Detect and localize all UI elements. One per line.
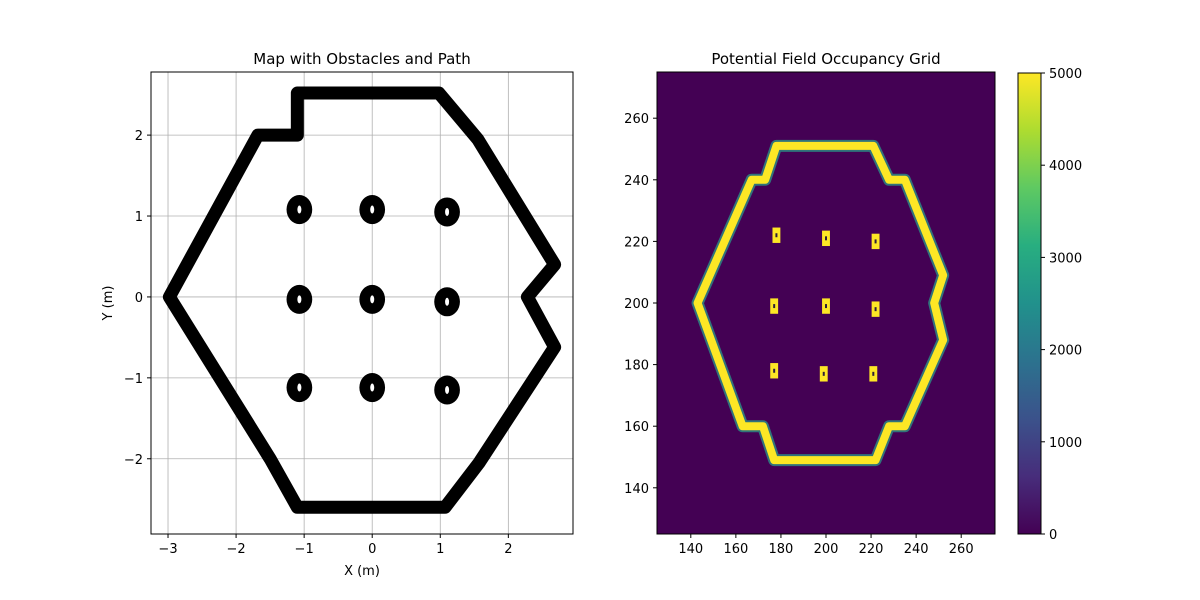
map-y-tick-label: 2	[135, 129, 143, 144]
occupancy-x-tick-label: 200	[814, 542, 839, 557]
colorbar-tick-label: 5000	[1049, 67, 1082, 82]
map-obstacle-core	[445, 207, 450, 216]
map-obstacle-core	[297, 383, 302, 392]
occupancy-obstacle-core	[822, 371, 825, 376]
occupancy-y-tick-label: 160	[624, 420, 649, 435]
occupancy-x-tick-label: 160	[723, 542, 748, 557]
colorbar-ticks: 0 1000 2000 3000 4000 5000	[1041, 67, 1082, 543]
occupancy-x-tick-label: 140	[678, 542, 703, 557]
occupancy-y-tick-label: 180	[624, 359, 649, 374]
map-title: Map with Obstacles and Path	[253, 50, 470, 68]
map-x-tick-label: −3	[158, 542, 177, 557]
map-x-tick-label: −1	[295, 542, 314, 557]
occupancy-y-tick-label: 140	[624, 482, 649, 497]
map-boundary-wall	[162, 86, 562, 514]
map-y-tick-label: −2	[124, 453, 143, 468]
map-obstacle-core	[370, 205, 375, 214]
occupancy-y-tick-label: 240	[624, 174, 649, 189]
colorbar-tick-label: 4000	[1049, 159, 1082, 174]
occupancy-boundary-wall	[691, 139, 950, 467]
occupancy-chart: 140 160 180 200 220 240 260 140 160 180 200 220 240…	[624, 50, 996, 557]
occupancy-y-tick-label: 200	[624, 297, 649, 312]
map-obstacle-core	[297, 205, 302, 214]
map-plot-frame	[150, 71, 574, 535]
colorbar-tick-label: 0	[1049, 528, 1057, 543]
map-y-tick-label: 0	[135, 291, 143, 306]
colorbar: 0 1000 2000 3000 4000 5000	[1017, 67, 1082, 543]
map-y-tick-label: −1	[124, 372, 143, 387]
map-x-tick-label: −2	[226, 542, 245, 557]
map-x-ticks: −3 −2 −1 0 1 2	[158, 534, 512, 557]
map-obstacles	[286, 195, 460, 405]
map-obstacle-core	[445, 297, 450, 306]
map-obstacle-core	[297, 295, 302, 304]
map-y-axis-label: Y (m)	[101, 286, 116, 322]
occupancy-obstacle-core	[825, 236, 827, 241]
occupancy-y-tick-label: 220	[624, 235, 649, 250]
occupancy-y-tick-label: 260	[624, 112, 649, 127]
occupancy-obstacle-core	[874, 239, 877, 244]
map-chart: −3 −2 −1 0 1 2 −2 −1 0 1 2 Map with Obstacles and…	[101, 50, 574, 579]
occupancy-title: Potential Field Occupancy Grid	[711, 50, 940, 68]
occupancy-obstacle-core	[775, 233, 778, 238]
occupancy-obstacles	[770, 227, 880, 382]
occupancy-obstacle-core	[773, 368, 776, 373]
map-obstacle-core	[370, 295, 375, 304]
occupancy-x-tick-label: 180	[769, 542, 794, 557]
colorbar-gradient	[1017, 72, 1042, 535]
colorbar-tick-label: 3000	[1049, 251, 1082, 266]
occupancy-obstacle-core	[825, 304, 827, 309]
occupancy-boundary-cells	[693, 141, 948, 465]
occupancy-x-tick-label: 260	[949, 542, 974, 557]
map-y-ticks: −2 −1 0 1 2	[124, 129, 151, 468]
colorbar-tick-label: 2000	[1049, 344, 1082, 359]
map-obstacle-core	[370, 383, 375, 392]
occupancy-obstacle-core	[773, 304, 776, 309]
map-x-axis-label: X (m)	[344, 564, 380, 579]
map-x-tick-label: 2	[504, 542, 512, 557]
colorbar-tick-label: 1000	[1049, 436, 1082, 451]
map-x-tick-label: 1	[436, 542, 444, 557]
occupancy-x-ticks: 140 160 180 200 220 240 260	[678, 534, 974, 557]
occupancy-obstacle-core	[872, 371, 875, 376]
map-boundary-points	[162, 86, 562, 514]
map-x-tick-label: 0	[368, 542, 376, 557]
occupancy-y-ticks: 140 160 180 200 220 240 260	[624, 112, 657, 497]
occupancy-x-tick-label: 240	[904, 542, 929, 557]
map-obstacle-core	[445, 385, 450, 394]
occupancy-x-tick-label: 220	[859, 542, 884, 557]
map-y-tick-label: 1	[135, 210, 143, 225]
occupancy-obstacle-core	[874, 307, 877, 312]
